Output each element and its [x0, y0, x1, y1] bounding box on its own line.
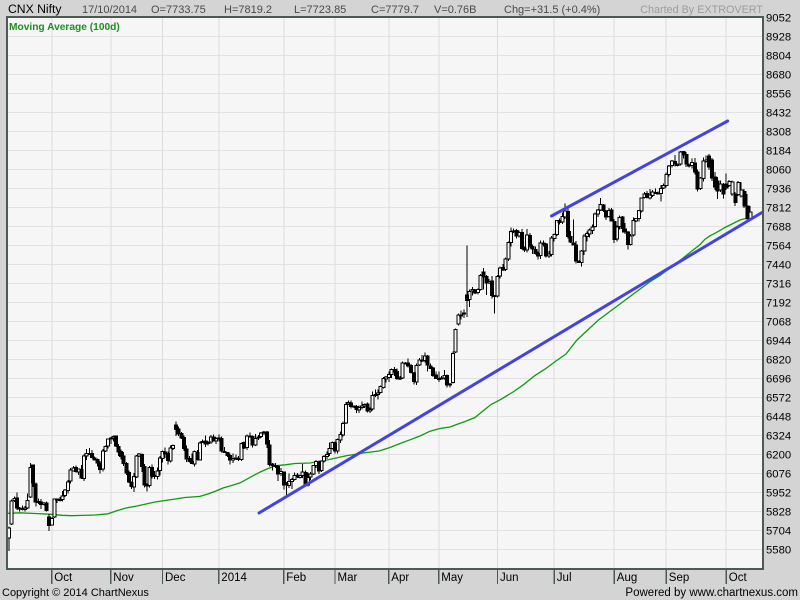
svg-text:7936: 7936: [766, 184, 791, 196]
svg-text:9052: 9052: [766, 13, 791, 25]
svg-text:V=0.76B: V=0.76B: [434, 4, 477, 16]
svg-text:7440: 7440: [766, 260, 791, 272]
svg-text:Nov: Nov: [113, 572, 134, 584]
svg-text:8184: 8184: [766, 146, 791, 158]
svg-text:7316: 7316: [766, 279, 791, 291]
svg-text:Oct: Oct: [54, 572, 73, 584]
svg-text:6200: 6200: [766, 450, 791, 462]
svg-text:5580: 5580: [766, 545, 791, 557]
svg-text:7688: 7688: [766, 222, 791, 234]
svg-text:Moving Average (100d): Moving Average (100d): [9, 22, 120, 33]
svg-text:6448: 6448: [766, 412, 791, 424]
svg-text:5828: 5828: [766, 507, 791, 519]
svg-text:8928: 8928: [766, 32, 791, 44]
svg-text:Charted By EXTROVERT: Charted By EXTROVERT: [640, 4, 763, 16]
svg-text:Mar: Mar: [338, 572, 358, 584]
svg-text:8060: 8060: [766, 165, 791, 177]
svg-text:Chg=+31.5 (+0.4%): Chg=+31.5 (+0.4%): [504, 4, 600, 16]
svg-text:Oct: Oct: [729, 572, 748, 584]
svg-text:Jul: Jul: [557, 572, 572, 584]
svg-text:6696: 6696: [766, 374, 791, 386]
svg-text:May: May: [441, 572, 463, 584]
svg-text:Apr: Apr: [391, 572, 409, 584]
svg-text:H=7819.2: H=7819.2: [224, 4, 272, 16]
svg-text:Aug: Aug: [617, 572, 637, 584]
svg-text:6324: 6324: [766, 431, 791, 443]
svg-text:O=7733.75: O=7733.75: [151, 4, 206, 16]
svg-text:8556: 8556: [766, 89, 791, 101]
svg-text:7812: 7812: [766, 203, 791, 215]
svg-text:Sep: Sep: [669, 572, 689, 584]
svg-text:8432: 8432: [766, 108, 791, 120]
svg-text:8680: 8680: [766, 70, 791, 82]
svg-text:8308: 8308: [766, 127, 791, 139]
svg-text:Copyright © 2014 ChartNexus: Copyright © 2014 ChartNexus: [2, 587, 149, 599]
svg-text:2014: 2014: [221, 572, 247, 584]
svg-text:Jun: Jun: [500, 572, 519, 584]
svg-text:17/10/2014: 17/10/2014: [82, 4, 137, 16]
svg-text:L=7723.85: L=7723.85: [294, 4, 346, 16]
svg-text:6572: 6572: [766, 393, 791, 405]
svg-text:Dec: Dec: [165, 572, 186, 584]
svg-text:5952: 5952: [766, 488, 791, 500]
svg-text:7192: 7192: [766, 298, 791, 310]
svg-text:Feb: Feb: [286, 572, 306, 584]
svg-text:5704: 5704: [766, 526, 791, 538]
svg-text:6944: 6944: [766, 336, 791, 348]
svg-text:7068: 7068: [766, 317, 791, 329]
svg-text:Powered by www.chartnexus.com: Powered by www.chartnexus.com: [625, 587, 798, 599]
svg-text:7564: 7564: [766, 241, 791, 253]
svg-text:6820: 6820: [766, 355, 791, 367]
svg-text:6076: 6076: [766, 469, 791, 481]
svg-text:CNX Nifty: CNX Nifty: [8, 2, 62, 16]
svg-text:8804: 8804: [766, 51, 791, 63]
svg-text:C=7779.7: C=7779.7: [371, 4, 419, 16]
